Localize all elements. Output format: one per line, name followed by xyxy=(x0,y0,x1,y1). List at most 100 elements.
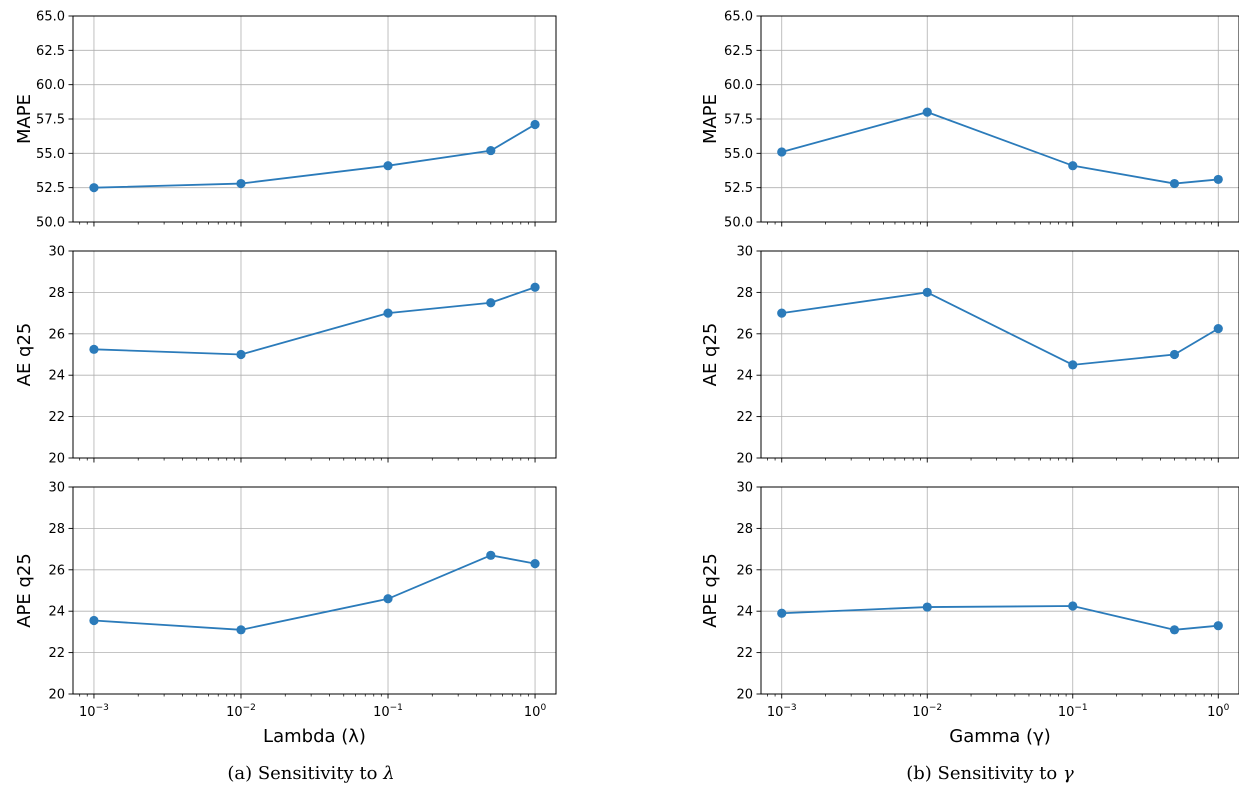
y-tick-label: 62.5 xyxy=(724,44,753,59)
plot-frame xyxy=(760,486,1239,695)
x-tick-label: 10−3 xyxy=(767,703,797,720)
y-tick-label: 30 xyxy=(736,481,753,496)
data-point xyxy=(236,178,246,189)
data-point xyxy=(1169,349,1180,360)
series-line xyxy=(781,291,1219,366)
y-tick-label: 26 xyxy=(48,327,65,342)
plot-frame xyxy=(760,250,1239,459)
y-tick-label: 20 xyxy=(48,452,65,467)
x-tick-label: 10−3 xyxy=(79,703,109,720)
plot-frame xyxy=(760,15,1239,223)
y-tick-label: 26 xyxy=(736,327,753,342)
data-point xyxy=(383,161,393,171)
x-tick-label: 10−2 xyxy=(912,703,942,720)
data-point xyxy=(1068,161,1078,171)
data-point xyxy=(922,602,932,612)
series-line xyxy=(781,111,1219,185)
y-tick-label: 24 xyxy=(736,605,753,620)
y-tick-label: 52.5 xyxy=(724,181,753,196)
y-tick-label: 30 xyxy=(48,245,65,260)
data-point xyxy=(383,308,393,318)
data-point xyxy=(530,282,540,292)
data-point xyxy=(1213,621,1223,631)
series-line xyxy=(93,554,536,631)
y-tick-label: 22 xyxy=(736,410,753,425)
data-point xyxy=(922,107,932,117)
caption-right-symbol: γ xyxy=(1063,763,1074,784)
panel-a-bottom: 10−3 10−2 10−1 100 20 22 24 26 28 30 APE q25 Lambda… xyxy=(14,481,557,747)
y-tick-label: 60.0 xyxy=(36,78,65,93)
y-tick-label: 28 xyxy=(736,522,753,537)
x-tick-label: 10−1 xyxy=(1058,703,1088,720)
data-point xyxy=(486,145,496,156)
caption-left-prefix: (a) Sensitivity to xyxy=(227,763,383,784)
panel-b-top: 50.0 52.5 55.0 57.5 60.0 62.5 65.0 MAPE xyxy=(700,10,1239,231)
y-axis-label: MAPE xyxy=(700,94,721,144)
y-axis-label: AE q25 xyxy=(14,323,35,387)
panel-a-top: 50.0 52.5 55.0 57.5 60.0 62.5 65.0 MAPE xyxy=(14,10,557,231)
y-axis-label: APE q25 xyxy=(700,553,721,628)
panel-b-middle: 20 22 24 26 28 30 AE q25 xyxy=(700,245,1239,467)
y-tick-label: 65.0 xyxy=(724,10,753,25)
y-tick-label: 65.0 xyxy=(36,10,65,25)
caption-right-prefix: (b) Sensitivity to xyxy=(906,763,1063,784)
y-tick-label: 50.0 xyxy=(724,216,753,231)
plot-frame xyxy=(72,250,557,459)
y-tick-label: 22 xyxy=(48,646,65,661)
y-tick-label: 30 xyxy=(48,481,65,496)
data-point xyxy=(1213,324,1223,334)
data-point xyxy=(236,349,246,360)
data-point xyxy=(486,550,496,560)
data-point xyxy=(530,119,540,130)
y-tick-label: 20 xyxy=(736,688,753,703)
y-tick-label: 55.0 xyxy=(724,147,753,162)
y-tick-label: 55.0 xyxy=(36,147,65,162)
data-point xyxy=(486,298,496,308)
caption-left: (a) Sensitivity to λ xyxy=(227,763,394,784)
data-point xyxy=(1068,360,1078,370)
y-tick-label: 57.5 xyxy=(724,113,753,128)
y-tick-label: 22 xyxy=(736,646,753,661)
y-tick-label: 22 xyxy=(48,410,65,425)
data-point xyxy=(1068,601,1078,611)
y-axis-label: AE q25 xyxy=(700,323,721,387)
x-tick-label: 10−2 xyxy=(226,703,256,720)
series-line xyxy=(781,605,1219,631)
data-point xyxy=(1213,174,1223,185)
data-point xyxy=(922,287,932,297)
data-point xyxy=(89,344,99,354)
y-tick-label: 24 xyxy=(48,605,65,620)
y-tick-label: 24 xyxy=(736,369,753,384)
data-point xyxy=(777,147,787,157)
data-point xyxy=(236,625,246,635)
y-axis-label: MAPE xyxy=(14,94,35,144)
data-point xyxy=(777,608,787,618)
y-tick-label: 26 xyxy=(736,563,753,578)
data-point xyxy=(1169,178,1180,189)
data-point xyxy=(383,594,393,604)
panels-group: 50.0 52.5 55.0 57.5 60.0 62.5 65.0 MAPE 20 22 24 26… xyxy=(14,10,1239,747)
y-tick-label: 57.5 xyxy=(36,113,65,128)
y-axis-label: APE q25 xyxy=(14,553,35,628)
y-tick-label: 28 xyxy=(48,522,65,537)
y-tick-label: 50.0 xyxy=(36,216,65,231)
y-tick-label: 60.0 xyxy=(724,78,753,93)
data-point xyxy=(1169,625,1180,635)
y-tick-label: 20 xyxy=(48,688,65,703)
data-point xyxy=(89,615,99,626)
y-tick-label: 28 xyxy=(48,286,65,301)
y-tick-label: 26 xyxy=(48,563,65,578)
x-axis-label: Lambda (λ) xyxy=(263,726,366,747)
plot-frame xyxy=(72,486,557,695)
y-tick-label: 28 xyxy=(736,286,753,301)
y-tick-label: 30 xyxy=(736,245,753,260)
plot-frame xyxy=(72,15,557,223)
series-line xyxy=(93,286,536,356)
x-tick-label: 10−1 xyxy=(373,703,403,720)
x-tick-label: 100 xyxy=(524,703,547,720)
data-point xyxy=(777,308,787,318)
series-line xyxy=(93,123,536,189)
y-tick-label: 20 xyxy=(736,452,753,467)
x-axis-label: Gamma (γ) xyxy=(949,726,1051,747)
